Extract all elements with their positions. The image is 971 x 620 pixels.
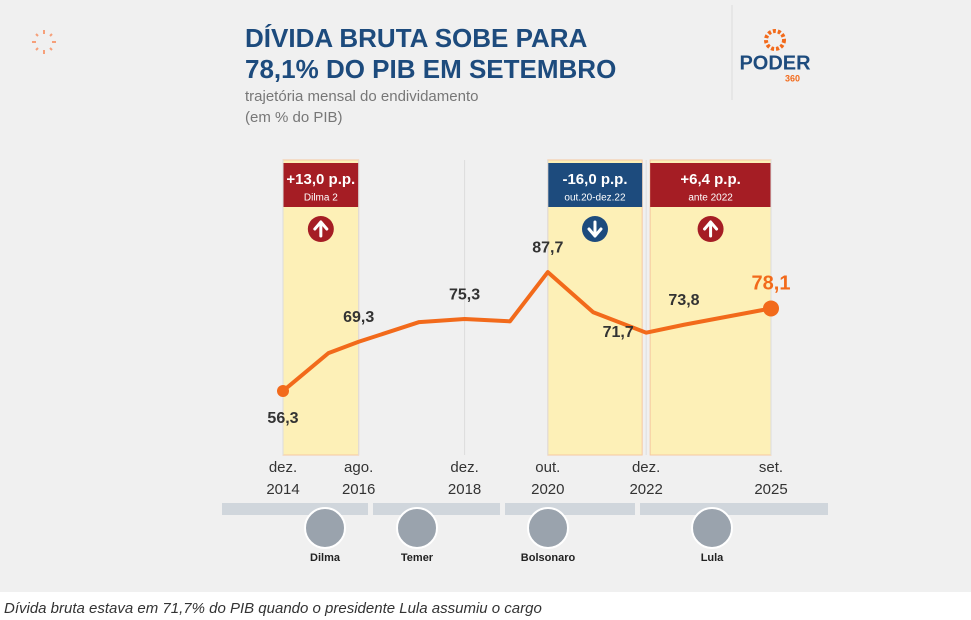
president-photo bbox=[396, 507, 438, 549]
period-text: -16,0 p.p. bbox=[562, 171, 627, 188]
subtitle: (em % do PIB) bbox=[245, 109, 343, 126]
value-label: 71,7 bbox=[603, 324, 634, 341]
brand-icon bbox=[764, 29, 786, 51]
timeline-segment bbox=[222, 503, 368, 515]
president-photo bbox=[691, 507, 733, 549]
brand: PODER bbox=[739, 52, 811, 74]
endpoint bbox=[763, 300, 779, 317]
president-name: Temer bbox=[401, 552, 434, 564]
value-label: 87,7 bbox=[532, 239, 563, 256]
period-header bbox=[283, 163, 359, 207]
endpoint bbox=[277, 385, 289, 398]
period-header bbox=[650, 163, 771, 207]
timeline-segment bbox=[505, 503, 635, 515]
series-line bbox=[281, 270, 772, 393]
value-label: 75,3 bbox=[449, 286, 480, 303]
period-header bbox=[547, 163, 643, 207]
period-band bbox=[649, 159, 772, 456]
subtitle: trajetória mensal do endividamento bbox=[245, 88, 478, 105]
president-photo bbox=[304, 507, 346, 549]
value-label: 73,8 bbox=[668, 292, 699, 309]
value-label: 69,3 bbox=[343, 309, 374, 326]
corner-logo bbox=[32, 30, 56, 54]
x-tick-label: dez. 2022 bbox=[629, 459, 662, 498]
chart-title: 78,1% DO PIB EM SETEMBRO bbox=[245, 54, 616, 84]
value-label: 56,3 bbox=[267, 410, 298, 427]
brand-sub: 360 bbox=[785, 73, 800, 83]
value-label: 78,1 bbox=[752, 273, 791, 295]
timeline-segment bbox=[373, 503, 500, 515]
chart-title: DÍVIDA BRUTA SOBE PARA bbox=[245, 23, 588, 53]
arrow bbox=[703, 220, 719, 238]
timeline-segment bbox=[640, 503, 828, 515]
x-tick-label: set. 2025 bbox=[754, 459, 787, 498]
x-tick-label: out. 2020 bbox=[531, 459, 564, 498]
arrow bbox=[313, 220, 329, 238]
president-name: Lula bbox=[701, 552, 724, 564]
period-subtext: Dilma 2 bbox=[304, 193, 338, 204]
president-photo bbox=[527, 507, 569, 549]
period-text: +6,4 p.p. bbox=[680, 171, 740, 188]
period-band bbox=[547, 159, 643, 456]
caption: Dívida bruta estava em 71,7% do PIB quan… bbox=[4, 600, 542, 617]
x-tick-label: ago. 2016 bbox=[342, 459, 375, 498]
period-subtext: ante 2022 bbox=[688, 193, 733, 204]
period-band bbox=[282, 159, 360, 456]
x-tick-label: dez. 2018 bbox=[448, 459, 481, 498]
president-name: Dilma bbox=[310, 552, 341, 564]
period-subtext: out.20-dez.22 bbox=[564, 193, 626, 204]
arrow bbox=[587, 220, 603, 238]
president-name: Bolsonaro bbox=[521, 552, 576, 564]
card bbox=[0, 0, 971, 592]
period-text: +13,0 p.p. bbox=[286, 171, 355, 188]
x-tick-label: dez. 2014 bbox=[266, 459, 299, 498]
